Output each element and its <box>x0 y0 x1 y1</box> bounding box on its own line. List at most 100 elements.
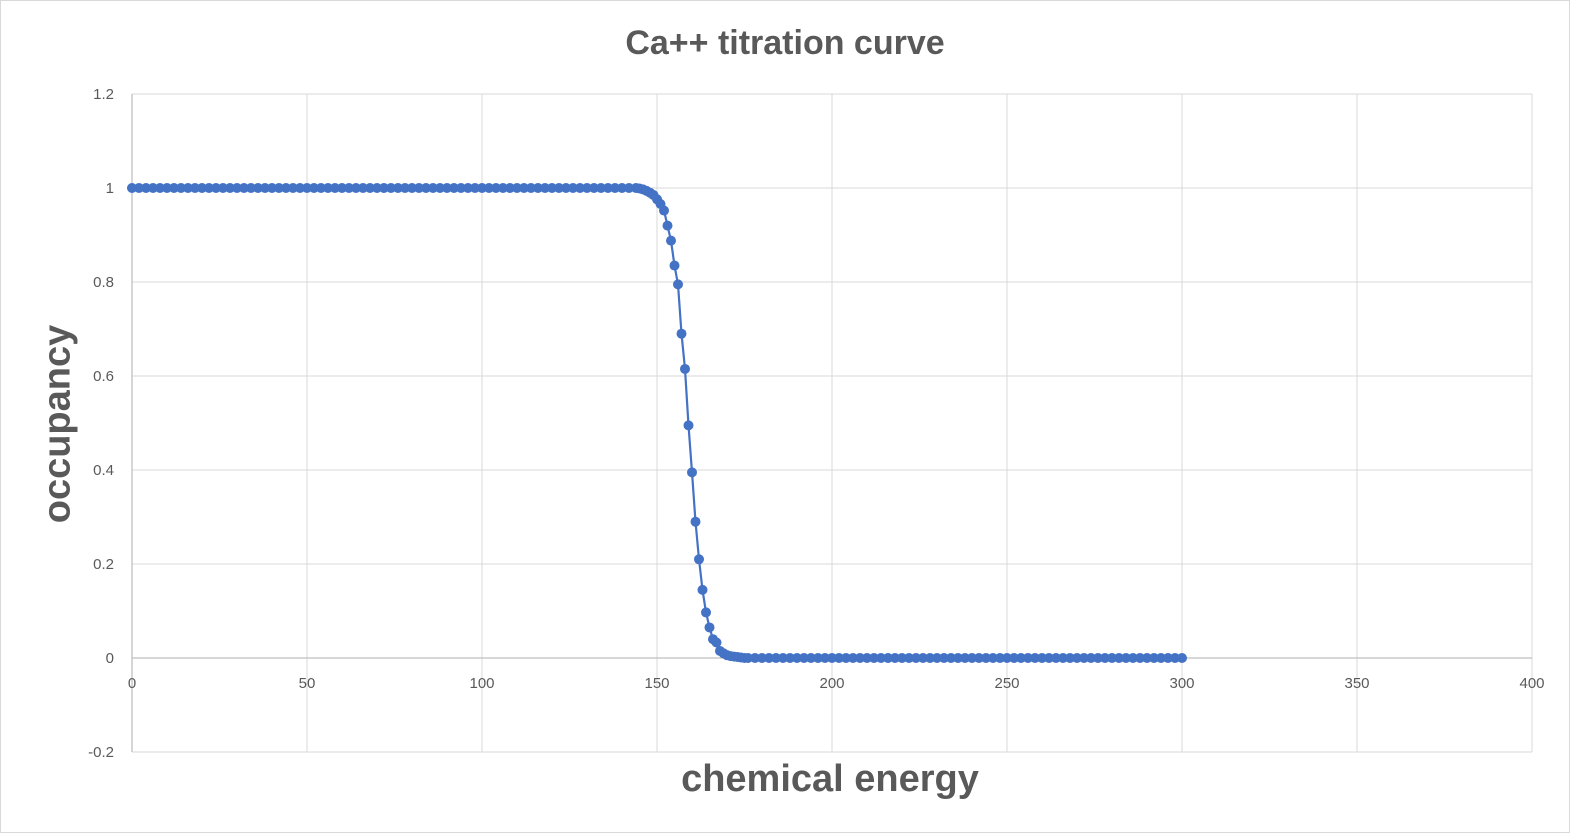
data-point <box>771 653 781 663</box>
data-point <box>358 183 368 193</box>
data-point <box>302 183 312 193</box>
data-point <box>666 235 676 246</box>
data-point <box>365 183 375 193</box>
data-point <box>197 183 207 193</box>
data-point <box>764 653 774 663</box>
data-point <box>624 183 634 193</box>
data-point <box>862 653 872 663</box>
data-point <box>204 183 214 193</box>
x-tick-label: 100 <box>469 675 494 692</box>
data-point <box>1177 653 1187 663</box>
data-point <box>1107 653 1117 663</box>
data-point <box>848 653 858 663</box>
data-point <box>176 183 186 193</box>
data-point <box>883 653 893 663</box>
data-point <box>596 183 606 193</box>
data-point <box>603 183 613 193</box>
data-point <box>330 183 340 193</box>
data-point <box>127 183 137 193</box>
data-point <box>407 183 417 193</box>
data-point <box>827 653 837 663</box>
data-point <box>1163 653 1173 663</box>
x-tick-label: 250 <box>994 675 1019 692</box>
data-point <box>890 653 900 663</box>
data-series <box>127 183 1187 663</box>
x-tick-label: 300 <box>1169 675 1194 692</box>
data-point <box>288 183 298 193</box>
data-point <box>869 653 879 663</box>
data-point <box>519 183 529 193</box>
data-point <box>995 653 1005 663</box>
y-tick-label: 0.6 <box>93 368 114 385</box>
data-point <box>547 183 557 193</box>
data-point <box>841 653 851 663</box>
data-point <box>946 653 956 663</box>
data-point <box>323 183 333 193</box>
data-point <box>554 183 564 193</box>
data-point <box>778 653 788 663</box>
data-point <box>701 607 711 618</box>
data-point <box>134 183 144 193</box>
data-point <box>750 653 760 663</box>
data-point <box>155 183 165 193</box>
data-point <box>484 183 494 193</box>
data-point <box>855 653 865 663</box>
data-point <box>1030 653 1040 663</box>
data-point <box>690 516 701 527</box>
data-point <box>704 622 715 633</box>
tick-labels: 0 50 100 150 200 250 300 350 400 1.2 1 0.8 0.6 0.4 0.2… <box>88 86 1544 761</box>
data-point <box>911 653 921 663</box>
data-point <box>610 183 620 193</box>
y-tick-label: 0.2 <box>93 556 114 573</box>
data-point <box>225 183 235 193</box>
data-point <box>1065 653 1075 663</box>
data-point <box>1023 653 1033 663</box>
x-tick-label: 200 <box>819 675 844 692</box>
data-point <box>683 420 694 431</box>
data-point <box>344 183 354 193</box>
data-point <box>491 183 501 193</box>
data-point <box>1100 653 1110 663</box>
data-point <box>211 183 221 193</box>
data-point <box>316 183 326 193</box>
data-point <box>834 653 844 663</box>
data-point <box>1037 653 1047 663</box>
data-point <box>669 260 680 271</box>
data-point <box>974 653 984 663</box>
data-point <box>526 183 536 193</box>
data-point <box>274 183 284 193</box>
data-point <box>925 653 935 663</box>
data-point <box>386 183 396 193</box>
data-point <box>813 653 823 663</box>
data-point <box>470 183 480 193</box>
data-point <box>981 653 991 663</box>
data-point <box>561 183 571 193</box>
y-tick-label: 1 <box>106 180 114 197</box>
data-point <box>743 653 753 663</box>
data-point <box>351 183 361 193</box>
data-point <box>575 183 585 193</box>
data-point <box>1128 653 1138 663</box>
data-point <box>498 183 508 193</box>
data-point <box>246 183 256 193</box>
data-point <box>932 653 942 663</box>
data-point <box>414 183 424 193</box>
data-point <box>260 183 270 193</box>
data-point <box>232 183 242 193</box>
data-point <box>1079 653 1089 663</box>
data-point <box>372 183 382 193</box>
data-point <box>953 653 963 663</box>
data-point <box>281 183 291 193</box>
data-point <box>1149 653 1159 663</box>
data-point <box>533 183 543 193</box>
data-point <box>1121 653 1131 663</box>
data-point <box>1051 653 1061 663</box>
y-tick-label: 1.2 <box>93 86 114 103</box>
data-point <box>1093 653 1103 663</box>
data-point <box>697 584 708 595</box>
data-point <box>505 183 515 193</box>
data-point <box>617 183 627 193</box>
data-point <box>687 467 697 478</box>
data-point <box>309 183 319 193</box>
